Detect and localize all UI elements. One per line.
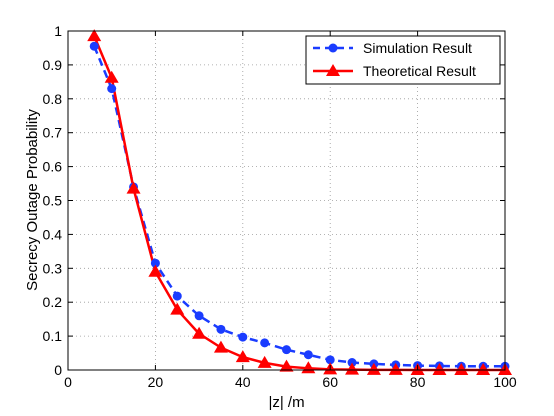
axis-ticks: 0 20 40 60 80 100 0 0.1 0.2 0.3 0.4 0.5 0.6 0.7 0.8 0.9… [43,23,517,390]
x-tick-label: 60 [322,374,338,390]
theoretical-point [257,355,272,368]
y-tick-label: 0.5 [43,193,63,209]
y-tick-label: 1 [54,23,62,39]
y-tick-label: 0.3 [43,260,63,276]
y-tick-label: 0.9 [43,57,63,73]
theoretical-point [235,350,250,363]
y-tick-label: 0.7 [43,125,63,141]
theoretical-point [126,181,141,194]
theoretical-point [366,362,381,375]
simulation-point [150,258,160,268]
theoretical-point [279,359,294,372]
theoretical-point [454,363,469,375]
x-tick-label: 40 [235,374,251,390]
simulation-point [172,291,182,301]
y-tick-label: 0.6 [43,159,63,175]
simulation-point [347,358,357,368]
y-tick-label: 0.4 [43,226,63,242]
theoretical-point [213,340,228,353]
x-tick-label: 100 [493,374,517,390]
y-tick-label: 0.2 [43,294,63,310]
x-tick-label: 80 [410,374,426,390]
theoretical-point [345,362,360,375]
simulation-point [107,84,117,94]
simulation-point [194,311,204,321]
x-tick-label: 0 [64,374,72,390]
theoretical-point [388,362,403,375]
x-axis-label: |z| /m [268,394,304,411]
theoretical-point [476,363,491,375]
legend: Simulation Result Theoretical Result [305,35,501,85]
y-tick-label: 0.8 [43,91,63,107]
x-tick-label: 20 [148,374,164,390]
simulation-point [325,355,335,365]
y-tick-label: 0 [54,362,62,378]
theoretical-point [148,264,163,277]
legend-marker-theoretical [326,64,340,76]
y-tick-label: 0.1 [43,328,63,344]
simulation-point [216,324,226,334]
theoretical-point [87,29,102,42]
simulation-point [282,345,291,355]
theoretical-point [192,326,207,339]
legend-label-theoretical: Theoretical Result [363,63,476,79]
legend-marker-simulation [328,43,338,53]
y-axis-label: Secrecy Outage Probability [24,109,41,291]
simulation-point [89,41,99,51]
simulation-point [260,338,270,348]
legend-label-simulation: Simulation Result [363,40,472,56]
theoretical-point [104,70,119,83]
simulation-point [238,332,248,342]
simulation-point [303,350,313,360]
theoretical-point [170,302,185,315]
theoretical-point [432,362,447,375]
